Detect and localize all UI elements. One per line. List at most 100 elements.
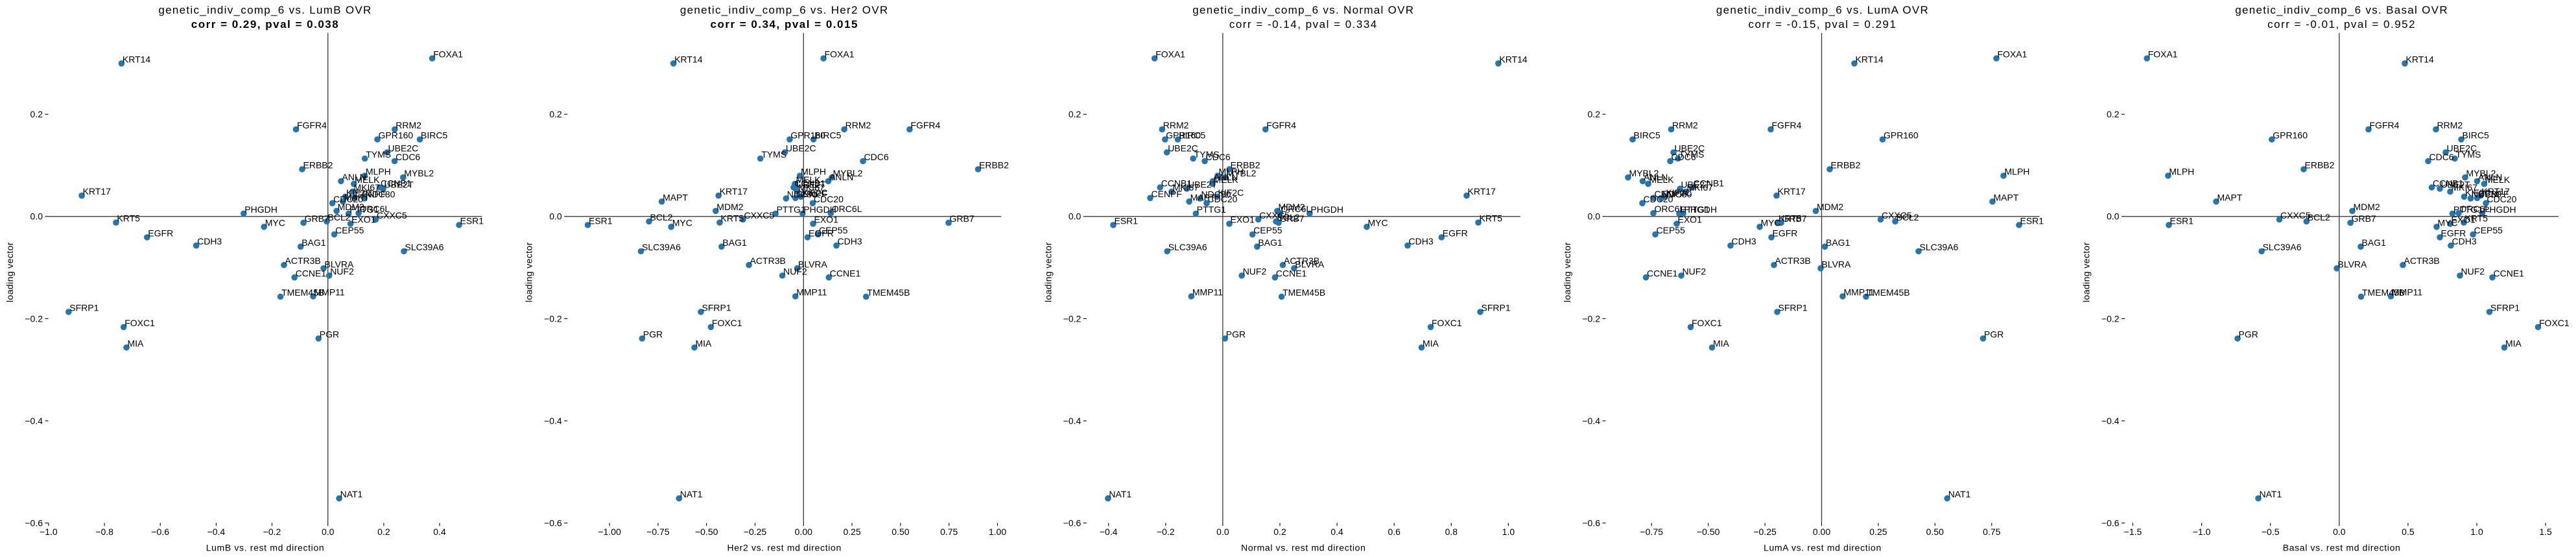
svg-text:−1.0: −1.0 xyxy=(2193,527,2211,537)
svg-text:BLVRA: BLVRA xyxy=(1822,259,1852,269)
svg-text:1.5: 1.5 xyxy=(2539,527,2552,537)
svg-text:ESR1: ESR1 xyxy=(2020,216,2044,226)
svg-text:0.50: 0.50 xyxy=(1926,527,1944,537)
svg-text:FOXA1: FOXA1 xyxy=(825,49,855,60)
svg-text:CCNE1: CCNE1 xyxy=(830,268,861,278)
svg-text:GPR160: GPR160 xyxy=(2273,130,2308,141)
svg-text:−0.50: −0.50 xyxy=(1697,527,1720,537)
svg-text:CDC6: CDC6 xyxy=(2429,152,2454,162)
svg-text:CXXC5: CXXC5 xyxy=(1259,210,1290,220)
svg-text:−0.6: −0.6 xyxy=(25,518,43,528)
svg-text:0.4: 0.4 xyxy=(1330,527,1343,537)
svg-text:RRM2: RRM2 xyxy=(845,120,871,130)
svg-text:MYC: MYC xyxy=(1368,217,1388,228)
svg-text:−1.5: −1.5 xyxy=(2124,527,2142,537)
svg-text:TYMS: TYMS xyxy=(1194,149,1220,160)
svg-text:CENPF: CENPF xyxy=(1152,189,1182,199)
svg-text:BCL2: BCL2 xyxy=(1277,212,1300,222)
svg-text:FGFR4: FGFR4 xyxy=(297,120,327,130)
svg-text:MYBL2: MYBL2 xyxy=(833,168,863,178)
svg-text:MYBL2: MYBL2 xyxy=(1227,168,1257,178)
svg-text:KRT14: KRT14 xyxy=(123,54,151,64)
svg-text:GRB7: GRB7 xyxy=(305,213,329,224)
svg-text:NDC80: NDC80 xyxy=(1201,189,1231,200)
svg-text:0.2: 0.2 xyxy=(1273,527,1286,537)
svg-text:NAT1: NAT1 xyxy=(1948,489,1971,499)
svg-text:CDC6: CDC6 xyxy=(864,152,889,162)
svg-text:loading vector: loading vector xyxy=(1562,242,1572,302)
svg-text:KRT17: KRT17 xyxy=(1468,186,1496,196)
svg-text:−0.6: −0.6 xyxy=(151,527,169,537)
svg-text:KRT17: KRT17 xyxy=(1778,186,1806,196)
svg-text:ACTR3B: ACTR3B xyxy=(1775,255,1811,266)
svg-text:CXXC5: CXXC5 xyxy=(1882,210,1912,220)
svg-text:EGFR: EGFR xyxy=(2441,228,2466,239)
svg-text:KRT17: KRT17 xyxy=(2482,186,2511,196)
svg-text:ESR1: ESR1 xyxy=(2170,216,2194,226)
svg-text:KIF2C: KIF2C xyxy=(802,187,828,198)
svg-text:PTTG1: PTTG1 xyxy=(1197,204,1226,215)
svg-text:MYBL2: MYBL2 xyxy=(404,168,434,178)
svg-text:−0.2: −0.2 xyxy=(25,313,43,324)
svg-text:corr = 0.29, pval = 0.038: corr = 0.29, pval = 0.038 xyxy=(191,18,339,30)
svg-text:SFRP1: SFRP1 xyxy=(1778,303,1808,313)
svg-text:CDC20: CDC20 xyxy=(2487,194,2517,204)
svg-text:MYC: MYC xyxy=(2438,217,2458,228)
svg-text:ANLN: ANLN xyxy=(1644,172,1668,182)
svg-text:CDC20: CDC20 xyxy=(333,194,363,204)
svg-text:−0.4: −0.4 xyxy=(1063,416,1081,426)
svg-text:MDM2: MDM2 xyxy=(1817,202,1843,212)
svg-text:0.2: 0.2 xyxy=(1069,109,1081,119)
svg-text:RRM2: RRM2 xyxy=(396,120,421,130)
svg-text:−0.2: −0.2 xyxy=(544,313,562,324)
svg-text:MKI67: MKI67 xyxy=(354,182,381,193)
svg-text:loading vector: loading vector xyxy=(5,242,15,302)
svg-text:MLPH: MLPH xyxy=(1219,167,1244,177)
svg-text:loading vector: loading vector xyxy=(2081,242,2092,302)
svg-text:CDC6: CDC6 xyxy=(1206,152,1231,162)
svg-text:CCNE1: CCNE1 xyxy=(2494,268,2525,278)
svg-text:Her2 vs. rest md direction: Her2 vs. rest md direction xyxy=(727,543,841,553)
svg-text:0.0: 0.0 xyxy=(2333,527,2346,537)
svg-text:ERBB2: ERBB2 xyxy=(303,160,333,171)
svg-text:KIF2C: KIF2C xyxy=(1666,187,1692,198)
svg-text:MIA: MIA xyxy=(696,338,713,348)
svg-text:PGR: PGR xyxy=(643,329,663,340)
svg-text:SFRP1: SFRP1 xyxy=(69,303,99,313)
svg-text:NUF2: NUF2 xyxy=(783,267,807,277)
svg-text:GRB7: GRB7 xyxy=(950,213,975,224)
svg-text:SLC39A6: SLC39A6 xyxy=(405,242,444,252)
svg-text:CDH3: CDH3 xyxy=(1732,236,1756,246)
svg-text:MLPH: MLPH xyxy=(2169,167,2194,177)
svg-text:corr = -0.15, pval = 0.291: corr = -0.15, pval = 0.291 xyxy=(1749,18,1897,30)
svg-text:UBE2C: UBE2C xyxy=(388,143,419,154)
svg-text:UBE2C: UBE2C xyxy=(786,143,816,154)
svg-text:FOXA1: FOXA1 xyxy=(1155,49,1185,60)
svg-text:GPR160: GPR160 xyxy=(790,130,825,141)
svg-text:FOXC1: FOXC1 xyxy=(1692,318,1722,328)
svg-text:−0.25: −0.25 xyxy=(744,527,767,537)
svg-text:FGFR4: FGFR4 xyxy=(2370,120,2400,130)
svg-text:−0.2: −0.2 xyxy=(2101,313,2120,324)
svg-text:KRT5: KRT5 xyxy=(2465,213,2488,224)
svg-text:NUF2: NUF2 xyxy=(1243,267,1267,277)
svg-text:PHGDH: PHGDH xyxy=(803,204,836,215)
svg-text:FOXA1: FOXA1 xyxy=(1998,49,2027,60)
svg-text:CDC6: CDC6 xyxy=(396,152,420,162)
svg-text:BLVRA: BLVRA xyxy=(1295,259,1325,269)
svg-text:ESR1: ESR1 xyxy=(460,216,484,226)
svg-text:TMEM45B: TMEM45B xyxy=(281,287,324,298)
svg-text:CEP55: CEP55 xyxy=(2474,225,2503,235)
svg-text:loading vector: loading vector xyxy=(524,242,534,302)
svg-text:PGR: PGR xyxy=(1984,329,2003,340)
svg-text:RRM2: RRM2 xyxy=(1672,120,1698,130)
svg-text:SFRP1: SFRP1 xyxy=(702,303,731,313)
svg-text:FOXA1: FOXA1 xyxy=(433,49,463,60)
svg-text:0.5: 0.5 xyxy=(2402,527,2415,537)
svg-text:SLC39A6: SLC39A6 xyxy=(642,242,681,252)
svg-text:CCNB1: CCNB1 xyxy=(2433,178,2464,189)
svg-text:NDC80: NDC80 xyxy=(1662,189,1692,200)
svg-text:CCNB1: CCNB1 xyxy=(381,178,412,189)
svg-text:CXXC5: CXXC5 xyxy=(377,210,407,220)
svg-text:CCNE1: CCNE1 xyxy=(296,268,327,278)
